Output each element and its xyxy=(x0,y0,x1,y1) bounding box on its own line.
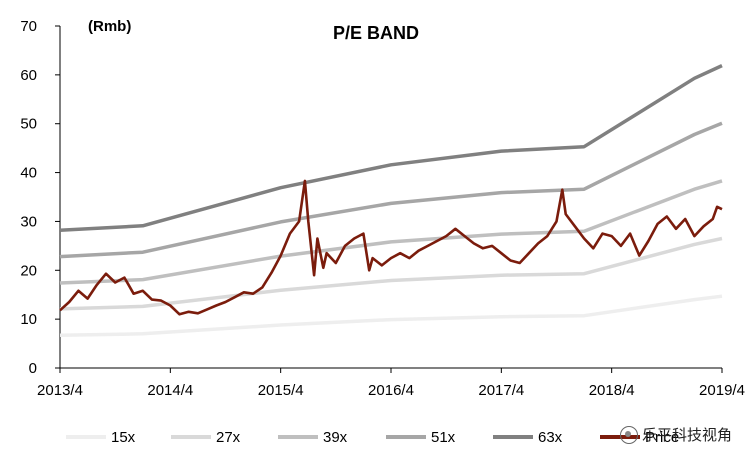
x-tick-label: 2013/4 xyxy=(37,382,83,399)
y-tick-label: 10 xyxy=(20,311,37,328)
legend-label: 51x xyxy=(431,429,456,446)
y-tick-label: 60 xyxy=(20,67,37,84)
x-tick-label: 2017/4 xyxy=(478,382,524,399)
y-tick-label: 20 xyxy=(20,262,37,279)
x-tick-label: 2018/4 xyxy=(589,382,635,399)
price-line-group xyxy=(59,179,723,316)
band-line-63x xyxy=(59,64,723,232)
x-tick-label: 2016/4 xyxy=(368,382,414,399)
chart-title: P/E BAND xyxy=(333,23,419,43)
legend: 15x 27x 39x 51x 63x Price xyxy=(66,429,679,446)
price-line xyxy=(59,179,723,316)
legend-label: 15x xyxy=(111,429,136,446)
band-line-51x xyxy=(59,121,723,259)
pe-band-lines xyxy=(59,64,723,338)
x-tick-label: 2019/4 xyxy=(699,382,745,399)
wechat-logo-icon xyxy=(619,425,638,444)
watermark: 乐平科技视角 xyxy=(619,424,732,445)
legend-label: 27x xyxy=(216,429,241,446)
band-line-39x xyxy=(59,179,723,285)
legend-label: 63x xyxy=(538,429,563,446)
watermark-text: 乐平科技视角 xyxy=(641,426,732,444)
legend-label: 39x xyxy=(323,429,348,446)
x-tick-label: 2014/4 xyxy=(147,382,193,399)
y-tick-label: 0 xyxy=(29,360,37,377)
y-tick-label: 40 xyxy=(20,165,37,182)
y-axis: 0 10 20 30 40 50 60 70 xyxy=(20,18,60,377)
band-line-15x xyxy=(59,294,723,338)
x-axis: 2013/4 2014/4 2015/4 2016/4 2017/4 2018/4 2019… xyxy=(37,368,745,399)
y-axis-unit: (Rmb) xyxy=(88,18,131,35)
y-tick-label: 50 xyxy=(20,116,37,133)
y-tick-label: 70 xyxy=(20,18,37,35)
y-tick-label: 30 xyxy=(20,213,37,230)
x-tick-label: 2015/4 xyxy=(258,382,304,399)
legend-label: Price xyxy=(645,429,679,446)
